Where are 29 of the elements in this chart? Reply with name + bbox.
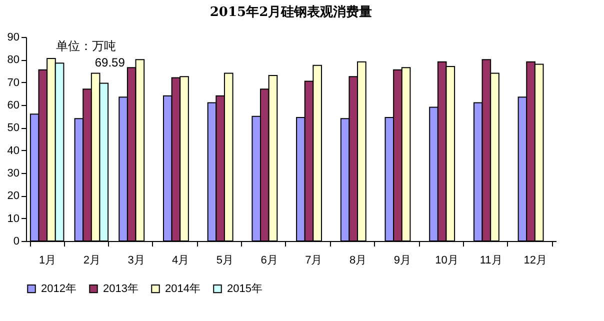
annotation: 单位：万吨: [56, 39, 116, 53]
legend-label: 2015年: [227, 282, 262, 295]
y-tick-label: 40: [7, 144, 20, 157]
y-tick-label: 60: [7, 100, 20, 112]
x-tick-label: 12月: [524, 254, 548, 266]
x-tick-label: 10月: [435, 254, 458, 266]
x-tick-label: 2月: [83, 254, 100, 266]
y-tick-label: 90: [7, 32, 20, 44]
legend-label: 2013年: [103, 282, 138, 295]
x-tick-label: 1月: [39, 254, 56, 266]
y-tick-label: 70: [7, 76, 20, 89]
data-label: 69.59: [94, 55, 126, 70]
y-tick-label: 50: [7, 122, 20, 134]
legend-label: 2012年: [41, 282, 76, 295]
y-tick-label: 0: [13, 236, 20, 248]
y-tick-label: 30: [7, 168, 20, 180]
legend-label: 2014年: [165, 282, 200, 295]
y-tick-label: 80: [7, 54, 20, 66]
x-tick-label: 8月: [349, 254, 367, 266]
x-tick-label: 3月: [128, 254, 145, 266]
y-tick-label: 10: [7, 212, 20, 225]
y-tick-label: 20: [7, 190, 20, 202]
x-tick-label: 5月: [216, 254, 234, 266]
x-tick-label: 4月: [172, 254, 190, 266]
x-tick-label: 7月: [305, 254, 322, 266]
chart-title: 2015年2月硅钢表观消费量: [210, 5, 372, 20]
x-tick-label: 11月: [480, 254, 502, 266]
x-tick-label: 6月: [260, 254, 278, 266]
x-tick-label: 9月: [394, 254, 411, 266]
